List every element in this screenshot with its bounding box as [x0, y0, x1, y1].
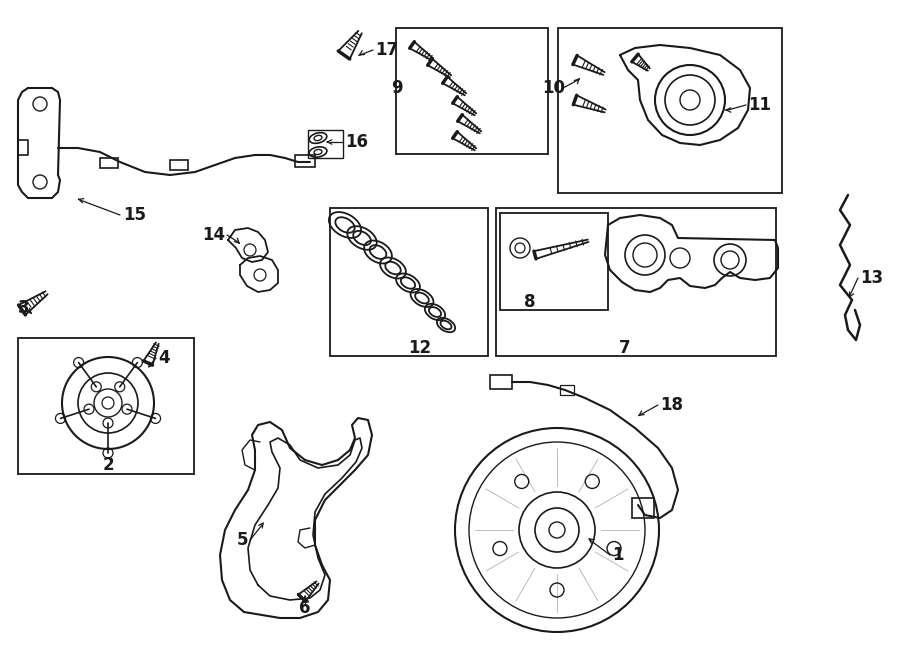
Bar	[560, 385, 574, 395]
Bar	[500, 213, 608, 310]
Text: 6: 6	[299, 599, 310, 617]
Text: 11: 11	[748, 96, 771, 114]
Text: 3: 3	[18, 299, 30, 317]
Bar	[100, 158, 118, 168]
Bar	[295, 155, 315, 167]
Bar	[632, 498, 654, 518]
Bar	[496, 208, 776, 356]
Text: 9: 9	[392, 79, 403, 97]
Bar	[170, 160, 188, 170]
Bar	[396, 28, 548, 154]
Text: 5: 5	[237, 531, 248, 549]
Text: 13: 13	[860, 269, 883, 287]
Text: 8: 8	[524, 293, 536, 311]
Bar	[330, 208, 488, 356]
Text: 1: 1	[612, 546, 624, 564]
Text: 14: 14	[202, 226, 225, 244]
Text: 16: 16	[345, 133, 368, 151]
Text: 2: 2	[103, 456, 113, 474]
Text: 4: 4	[158, 349, 169, 367]
Text: 17: 17	[375, 41, 398, 59]
Text: 18: 18	[660, 396, 683, 414]
Text: 10: 10	[542, 79, 565, 97]
Text: 7: 7	[619, 339, 631, 357]
Text: 15: 15	[123, 206, 147, 224]
Bar	[490, 375, 512, 389]
Bar	[18, 338, 194, 474]
Text: 12: 12	[409, 339, 432, 357]
Bar	[308, 130, 343, 158]
Bar	[558, 28, 782, 193]
